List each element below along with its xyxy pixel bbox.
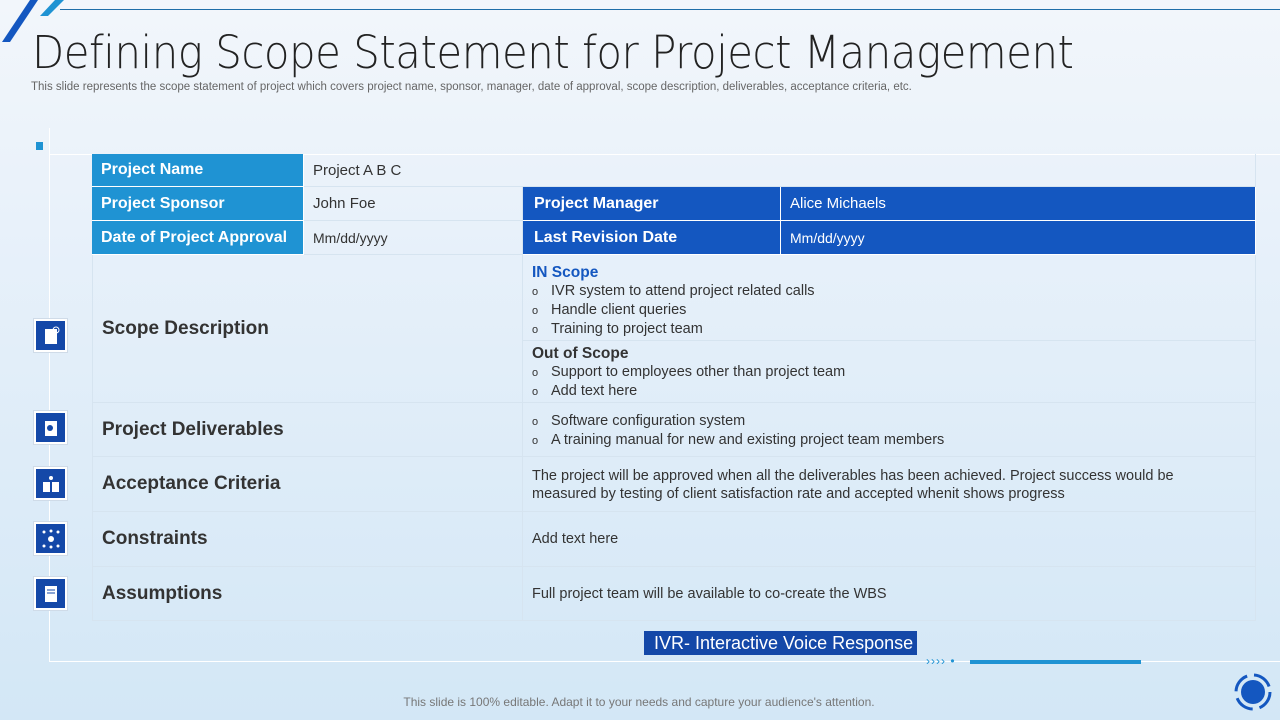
list-item: o Software configuration system [532,412,944,431]
deliverables-gear-icon [34,411,67,444]
deliverables-label: Project Deliverables [92,403,523,457]
out-scope-title: Out of Scope [532,345,629,362]
scope-label: Scope Description [92,255,523,403]
list-item: o Add text here [532,382,845,401]
bullet-icon: o [532,305,539,317]
in-scope-cell [523,255,1256,341]
deliverable-item: Software configuration system [551,413,746,429]
bullet-icon: o [532,435,539,447]
bullet-icon: o [532,416,539,428]
chevrons-icon: ›››› • [926,654,956,668]
acceptance-cell [523,457,1256,512]
bullet-icon: o [532,386,539,398]
list-item: o IVR system to attend project related ca… [532,282,815,301]
revision-label: Last Revision Date [523,221,781,255]
in-scope-item: IVR system to attend project related cal… [551,283,815,299]
sponsor-label: Project Sponsor [92,187,304,221]
assumptions-contract-icon [34,577,67,610]
frame-line-v [49,128,50,662]
accent-bar [970,660,1141,664]
acceptance-value: The project will be approved when all th… [532,468,1174,502]
ivr-note: IVR- Interactive Voice Response [644,631,918,655]
assumptions-value: Full project team will be available to c… [523,567,1256,621]
sponsor-value: John Foe [304,187,523,221]
out-scope: Out of Scope o Support to employees other… [523,345,845,401]
frame-line-h [49,154,1280,155]
assumptions-label: Assumptions [92,567,523,621]
approval-label: Date of Project Approval [92,221,304,255]
project-name-value: Project A B C [304,154,1256,187]
list-item: o Training to project team [532,320,815,339]
deliverable-item: A training manual for new and existing p… [551,432,945,448]
manager-value: Alice Michaels [781,187,1256,221]
out-scope-item: Support to employees other than project … [551,364,846,380]
acceptance-label: Acceptance Criteria [92,457,523,512]
in-scope-title: IN Scope [532,264,599,281]
out-scope-cell [523,341,1256,403]
page-title: Defining Scope Statement for Project Man… [32,26,1074,79]
deliverables: o Software configuration system o A traini… [523,412,944,450]
in-scope: IN Scope o IVR system to attend project r… [523,264,815,339]
in-scope-item: Handle client queries [551,302,687,318]
list-item: o Handle client queries [532,301,815,320]
deliverables-cell [523,403,1256,457]
constraints-network-icon [34,522,67,555]
page-subtitle: This slide represents the scope statemen… [31,81,912,93]
frame-line-bottom [49,661,1280,662]
out-scope-item: Add text here [551,383,638,399]
revision-value: Mm/dd/yyyy [781,221,1256,255]
manager-label: Project Manager [523,187,781,221]
constraints-value: Add text here [523,512,1256,567]
top-rule [60,9,1280,10]
bullet-icon: o [532,324,539,336]
constraints-label: Constraints [92,512,523,567]
target-logo-icon [1233,672,1273,717]
approval-value: Mm/dd/yyyy [304,221,523,255]
frame-marker [36,142,43,150]
list-item: o A training manual for new and existing … [532,431,944,450]
bullet-icon: o [532,286,539,298]
list-item: o Support to employees other than project… [532,363,845,382]
corner-stripes [0,0,70,45]
acceptance-book-icon [34,467,67,500]
document-icon [34,319,67,352]
bullet-icon: o [532,367,539,379]
project-name-label: Project Name [92,154,304,187]
footer-text: This slide is 100% editable. Adapt it to… [403,695,875,709]
in-scope-item: Training to project team [551,321,703,337]
